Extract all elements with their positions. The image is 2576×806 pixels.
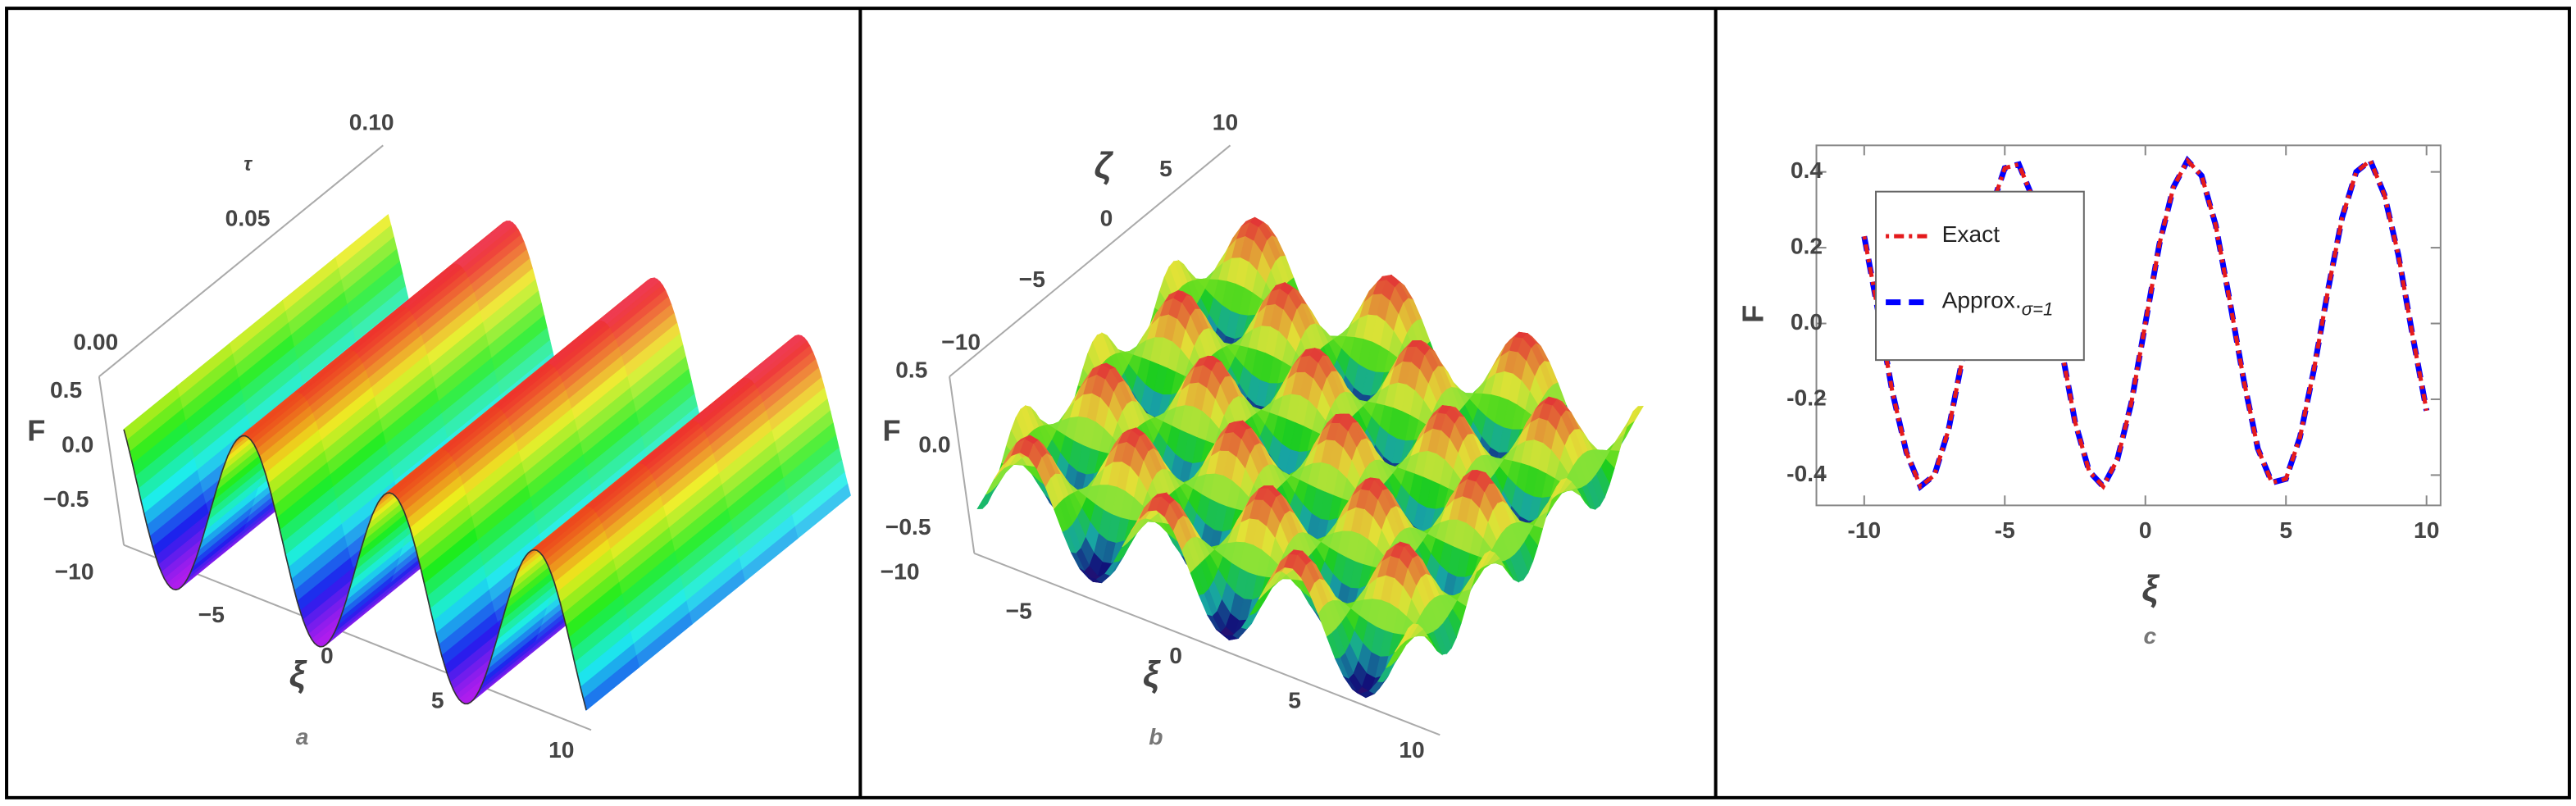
x-tick-label: 5 — [2279, 517, 2292, 543]
axis-line — [973, 552, 1440, 736]
axis-line — [949, 144, 1231, 378]
panel-caption: a — [296, 723, 309, 749]
surface-patch — [1609, 433, 1625, 452]
outer-border — [5, 7, 2571, 799]
axis-label: ξ — [289, 655, 307, 695]
axis-label: ξ — [1143, 655, 1161, 695]
axis-label: 0.00 — [73, 328, 118, 354]
panel-caption: b — [1149, 723, 1163, 749]
axis-label: 5 — [431, 687, 444, 713]
axis-line — [949, 376, 976, 553]
axis-label: 10 — [1399, 736, 1424, 763]
axis-label: −0.5 — [43, 485, 89, 512]
y-axis-title: F — [1736, 305, 1770, 323]
x-tick-label: -10 — [1847, 517, 1881, 543]
axis-label: F — [883, 413, 901, 447]
surface-edge — [123, 429, 587, 711]
panel-a: 0.10 τ 0.05 0.00 0.5F 0.0 −0.5 −10 −5 ξ 0 5 10 a — [27, 109, 851, 763]
axis-label: 0.5 — [50, 376, 82, 403]
axis-label: ζ — [1095, 146, 1114, 186]
surface-patch — [1395, 628, 1409, 653]
axis-label: 0.10 — [349, 109, 394, 135]
axis-label: F — [27, 413, 45, 447]
panel-c: -0.4 -0.2 0.0 0.2 0.4 -10 -5 0 5 10 Fξc Exact Approx… — [1736, 144, 2442, 649]
axis-label: 0.0 — [61, 430, 93, 457]
legend-subscript: σ=1 — [2022, 299, 2054, 320]
x-axis-title: ξ — [2141, 569, 2160, 609]
axis-label: 0.0 — [918, 430, 950, 457]
y-tick-label: 0.0 — [1791, 308, 1823, 335]
x-tick-label: -5 — [1995, 517, 2015, 543]
series-line — [1862, 157, 2429, 490]
axis-line — [98, 144, 384, 378]
y-tick-label: 0.4 — [1791, 157, 1823, 183]
axis-line — [98, 376, 125, 545]
axis-label: 0 — [1100, 204, 1113, 230]
axis-label: 10 — [1213, 109, 1238, 135]
axis-label: 5 — [1159, 155, 1172, 181]
x-tick-label: 0 — [2139, 517, 2152, 543]
y-tick-label: -0.2 — [1786, 384, 1827, 410]
axis-label: 0.5 — [895, 357, 927, 383]
axis-label: −0.5 — [885, 513, 931, 540]
axis-label: 0.05 — [225, 204, 271, 230]
panel-caption: c — [2144, 622, 2157, 649]
axis-label: −5 — [198, 601, 225, 627]
axis-label: τ — [243, 153, 253, 175]
legend-name: Exact — [1942, 221, 2000, 248]
axis-label: 10 — [548, 736, 574, 763]
axis-label: 0 — [321, 642, 334, 668]
legend-name: Approx. — [1942, 287, 2022, 313]
axis-label: −10 — [55, 558, 94, 584]
y-tick-label: -0.4 — [1786, 460, 1827, 486]
axis-label: −5 — [1019, 266, 1045, 292]
axis-label: −10 — [941, 328, 981, 354]
legend-box — [1875, 190, 2085, 362]
legend-label: Approx.σ=1 — [1942, 287, 2054, 319]
plot-frame — [1815, 144, 2442, 507]
axis-label: −5 — [1006, 598, 1032, 624]
legend-label: Exact — [1942, 221, 2000, 248]
axis-label: 0 — [1169, 642, 1182, 668]
x-tick-label: 10 — [2414, 517, 2439, 543]
axis-line — [123, 544, 592, 731]
axis-label: −10 — [881, 558, 920, 584]
axis-label: 5 — [1288, 687, 1301, 713]
y-tick-label: 0.2 — [1791, 233, 1823, 259]
